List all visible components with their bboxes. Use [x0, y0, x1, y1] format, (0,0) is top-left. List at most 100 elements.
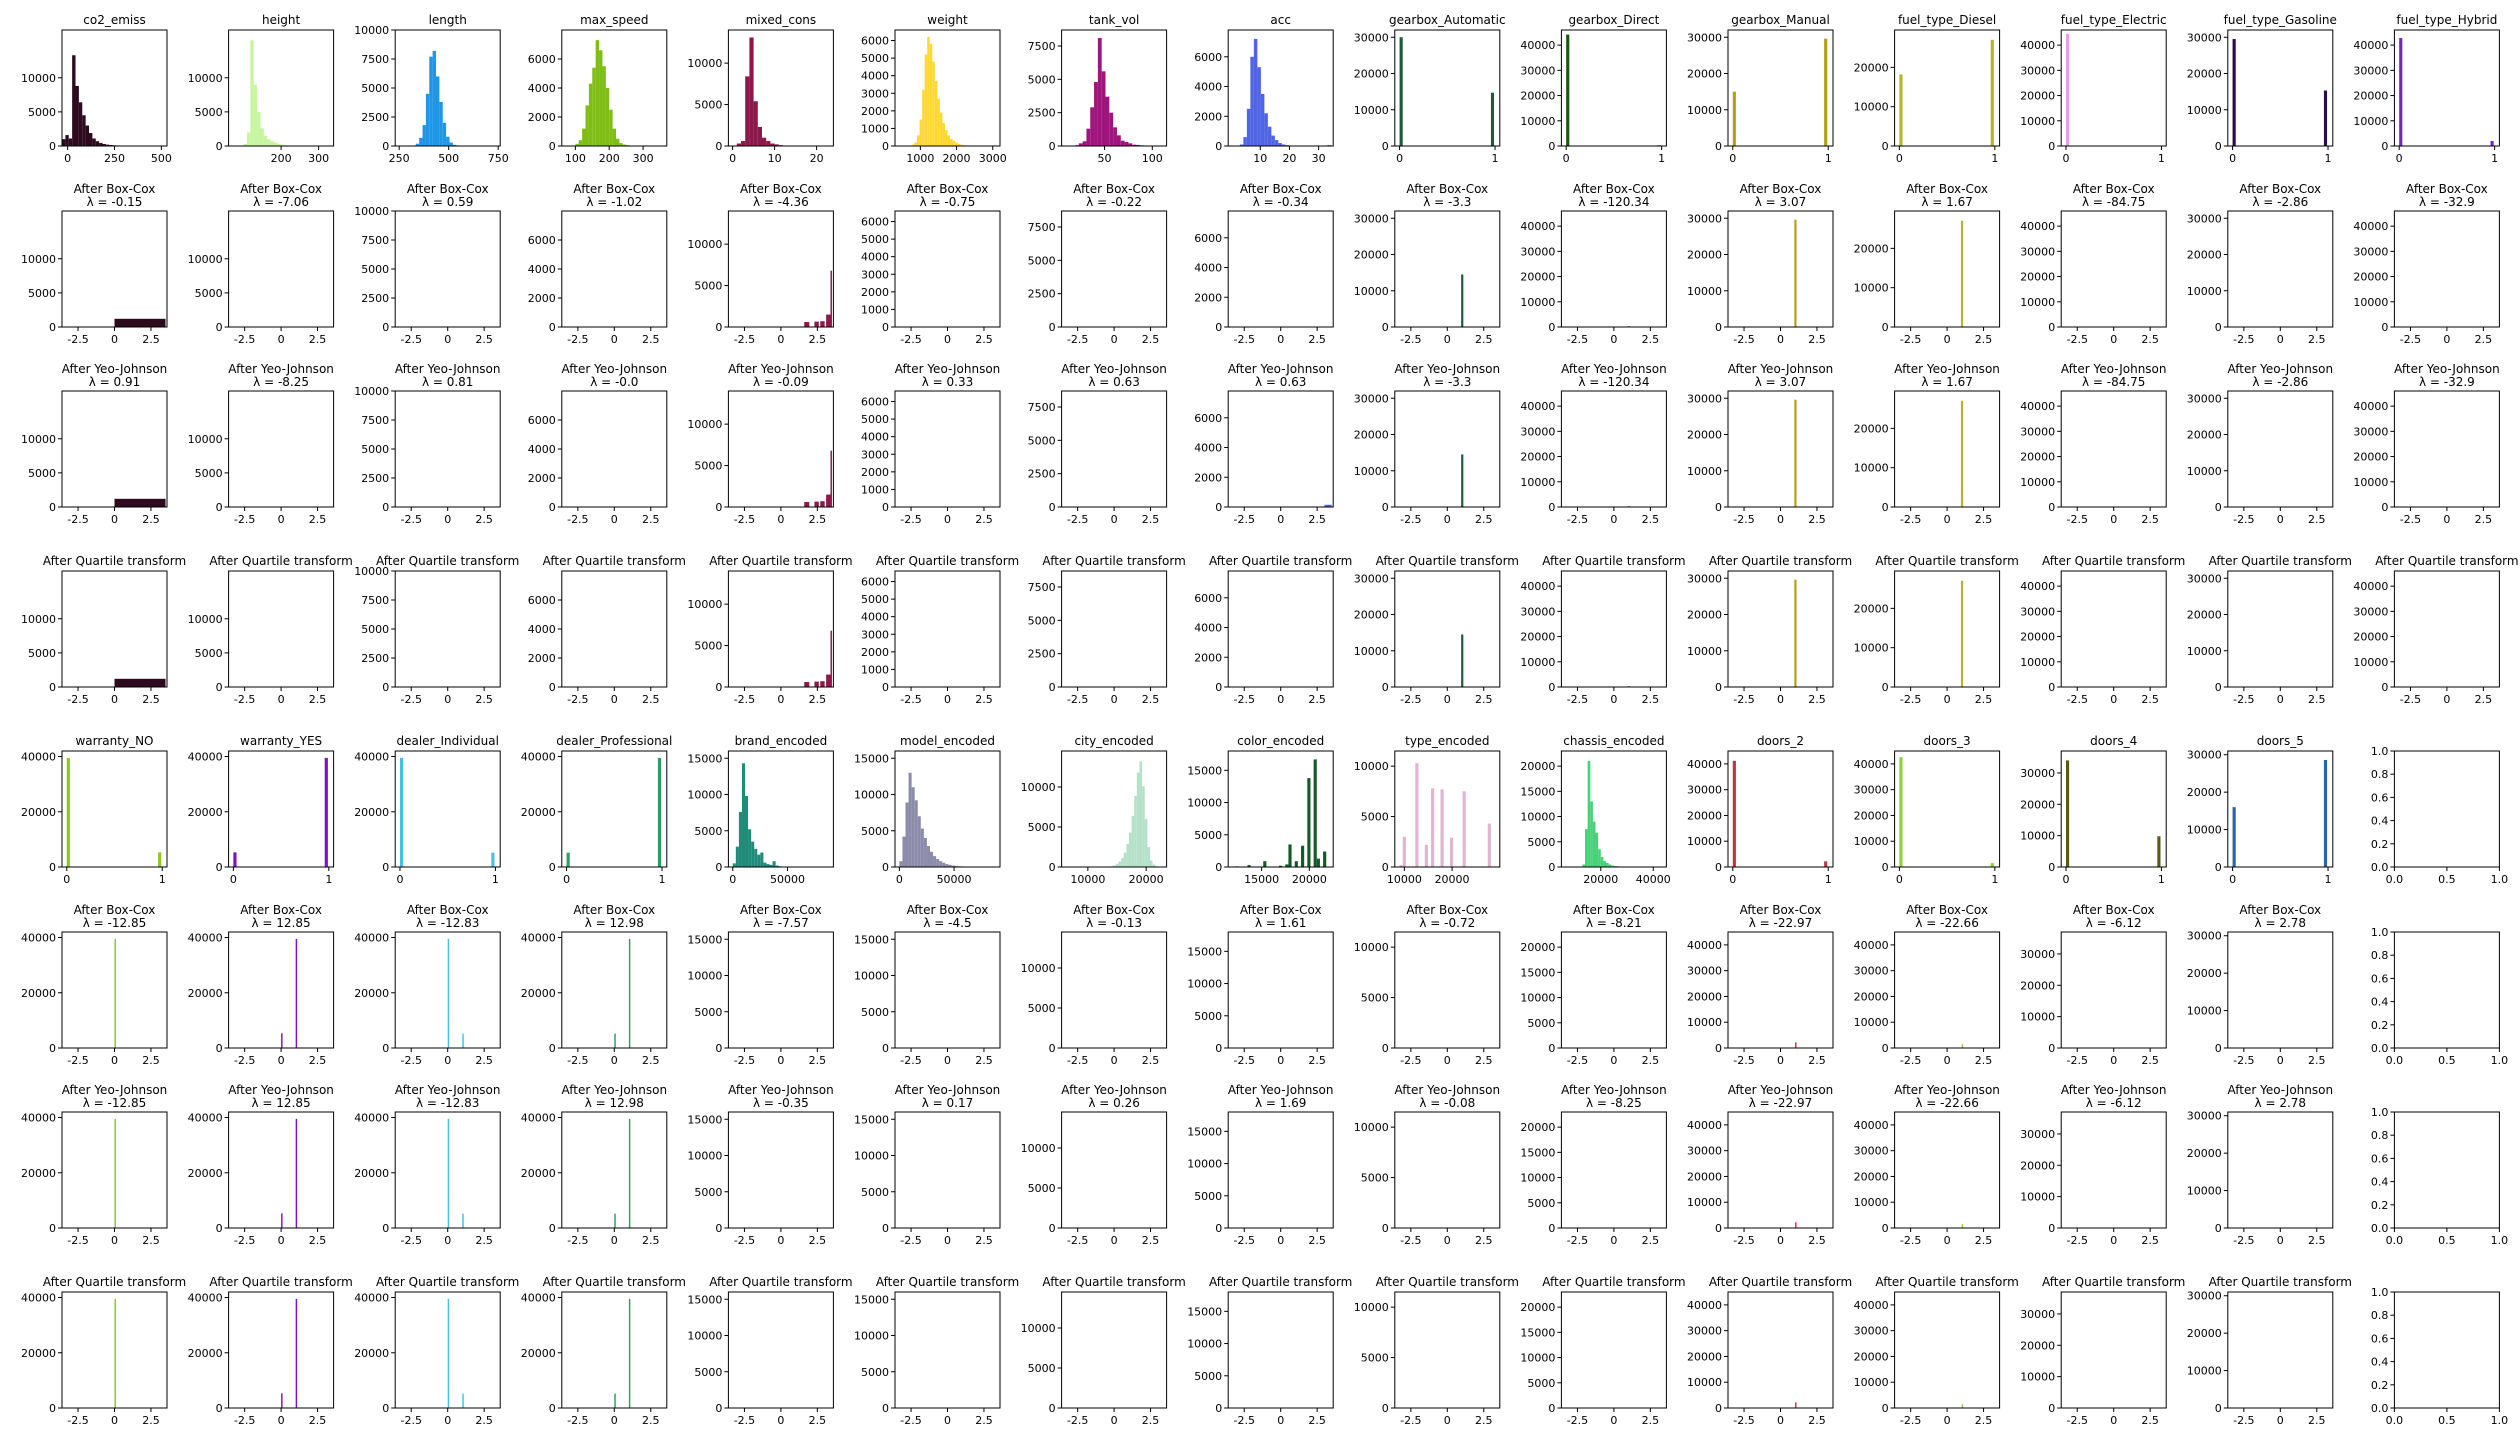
y-tick-label: 40000	[188, 1292, 223, 1305]
bar-2-2	[415, 143, 420, 146]
subplot-title: After Yeo-Johnson	[728, 362, 834, 376]
y-tick-label: 20000	[1854, 422, 1889, 435]
bar-106-1	[295, 1298, 298, 1408]
bar-49-3	[826, 674, 831, 687]
y-tick-label: 7500	[1028, 581, 1056, 594]
subplot-title: After Yeo-Johnson	[1061, 362, 1167, 376]
bar-5-9	[932, 61, 935, 146]
bar-72-0	[2065, 760, 2070, 867]
axes-frame	[2060, 29, 2167, 147]
bar-55-0	[1794, 579, 1797, 687]
subplot-title: After Box-Cox	[1573, 182, 1655, 196]
x-tick-label: 2.5	[975, 1414, 993, 1427]
bar-7-6	[1260, 93, 1265, 146]
x-tick-label: -2.5	[2067, 513, 2088, 526]
y-tick-label: 30000	[1687, 212, 1722, 225]
bar-115-0	[1795, 1402, 1797, 1408]
y-tick-label: 10000	[2020, 115, 2055, 128]
x-tick-label: 0	[2110, 333, 2117, 346]
x-tick-label: 10	[1253, 152, 1267, 165]
bar-7-1	[1243, 137, 1247, 146]
axes-frame	[2227, 931, 2334, 1049]
x-tick-label: 0.5	[2438, 1234, 2456, 1247]
x-tick-label: 0	[1111, 1414, 1118, 1427]
x-tick-label: 0	[2110, 1414, 2117, 1427]
y-tick-label: 0.8	[2371, 949, 2389, 962]
subplot-title: model_encoded	[900, 734, 995, 748]
y-tick-label: 20000	[2187, 429, 2222, 442]
bar-14-1	[2490, 140, 2494, 146]
y-tick-label: 30000	[1854, 965, 1889, 978]
axes-frame	[561, 931, 668, 1049]
y-tick-label: 40000	[521, 932, 556, 945]
x-tick-label: 2.5	[1642, 333, 1660, 346]
y-tick-label: 0	[1715, 501, 1722, 514]
lambda-label: λ = -120.34	[1578, 195, 1649, 209]
x-tick-label: 1	[492, 873, 499, 886]
y-tick-label: 10000	[2187, 645, 2222, 658]
x-tick-label: 2.5	[1642, 513, 1660, 526]
x-tick-label: 2.5	[1142, 1054, 1160, 1067]
x-tick-label: 0	[1111, 333, 1118, 346]
lambda-label: λ = -8.21	[1586, 916, 1642, 930]
y-tick-label: 0	[715, 140, 722, 153]
y-tick-label: 4000	[528, 623, 556, 636]
y-tick-label: 20000	[1687, 249, 1722, 262]
bar-49-4	[830, 630, 832, 687]
x-tick-label: 0	[1277, 333, 1284, 346]
x-tick-label: 0	[1563, 152, 1570, 165]
y-tick-label: 10000	[188, 613, 223, 626]
y-tick-label: 30000	[1687, 965, 1722, 978]
x-tick-label: -2.5	[1400, 693, 1421, 706]
y-tick-label: 10000	[2353, 296, 2388, 309]
bar-65-10	[930, 851, 934, 867]
y-tick-label: 10000	[2187, 824, 2222, 837]
bar-56-0	[1960, 580, 1964, 687]
y-tick-label: 10000	[1520, 1352, 1555, 1365]
y-tick-label: 10000	[1187, 1338, 1222, 1351]
bar-66-9	[1128, 832, 1132, 867]
x-tick-label: 1.0	[2491, 1414, 2509, 1427]
bar-6-5	[1090, 107, 1095, 146]
bar-5-7	[927, 37, 930, 146]
x-tick-label: 2.5	[142, 1234, 160, 1247]
x-tick-label: 0.0	[2386, 1054, 2404, 1067]
y-tick-label: 6000	[861, 396, 889, 409]
axes-frame	[894, 1111, 1001, 1229]
bar-66-14	[1142, 786, 1145, 867]
bar-65-17	[951, 865, 955, 867]
y-tick-label: 40000	[2353, 220, 2388, 233]
subplot-title: After Box-Cox	[407, 182, 489, 196]
y-tick-label: 0	[382, 1402, 389, 1415]
bar-1-7	[267, 139, 271, 146]
y-tick-label: 30000	[2020, 64, 2055, 77]
y-tick-label: 30000	[2187, 749, 2222, 762]
y-tick-label: 10000	[2353, 115, 2388, 128]
y-tick-label: 0	[1715, 681, 1722, 694]
bar-3-9	[605, 88, 610, 146]
x-tick-label: -2.5	[567, 513, 588, 526]
x-tick-label: 2.5	[809, 513, 827, 526]
subplot-title: After Quartile transform	[2375, 554, 2518, 568]
subplot-title: After Quartile transform	[1209, 1275, 1352, 1289]
axes-frame	[1394, 390, 1501, 508]
y-tick-label: 0	[1548, 1402, 1555, 1415]
x-tick-label: 1	[659, 873, 666, 886]
bar-66-16	[1147, 847, 1150, 867]
y-tick-label: 30000	[2020, 948, 2055, 961]
subplot-title: After Yeo-Johnson	[395, 1083, 501, 1097]
y-tick-label: 20000	[2353, 631, 2388, 644]
bar-67-6	[1288, 844, 1292, 867]
bar-4-7	[762, 137, 767, 146]
x-tick-label: 2.5	[2141, 513, 2159, 526]
y-tick-label: 0	[882, 1402, 889, 1415]
bar-66-3	[1113, 865, 1116, 867]
